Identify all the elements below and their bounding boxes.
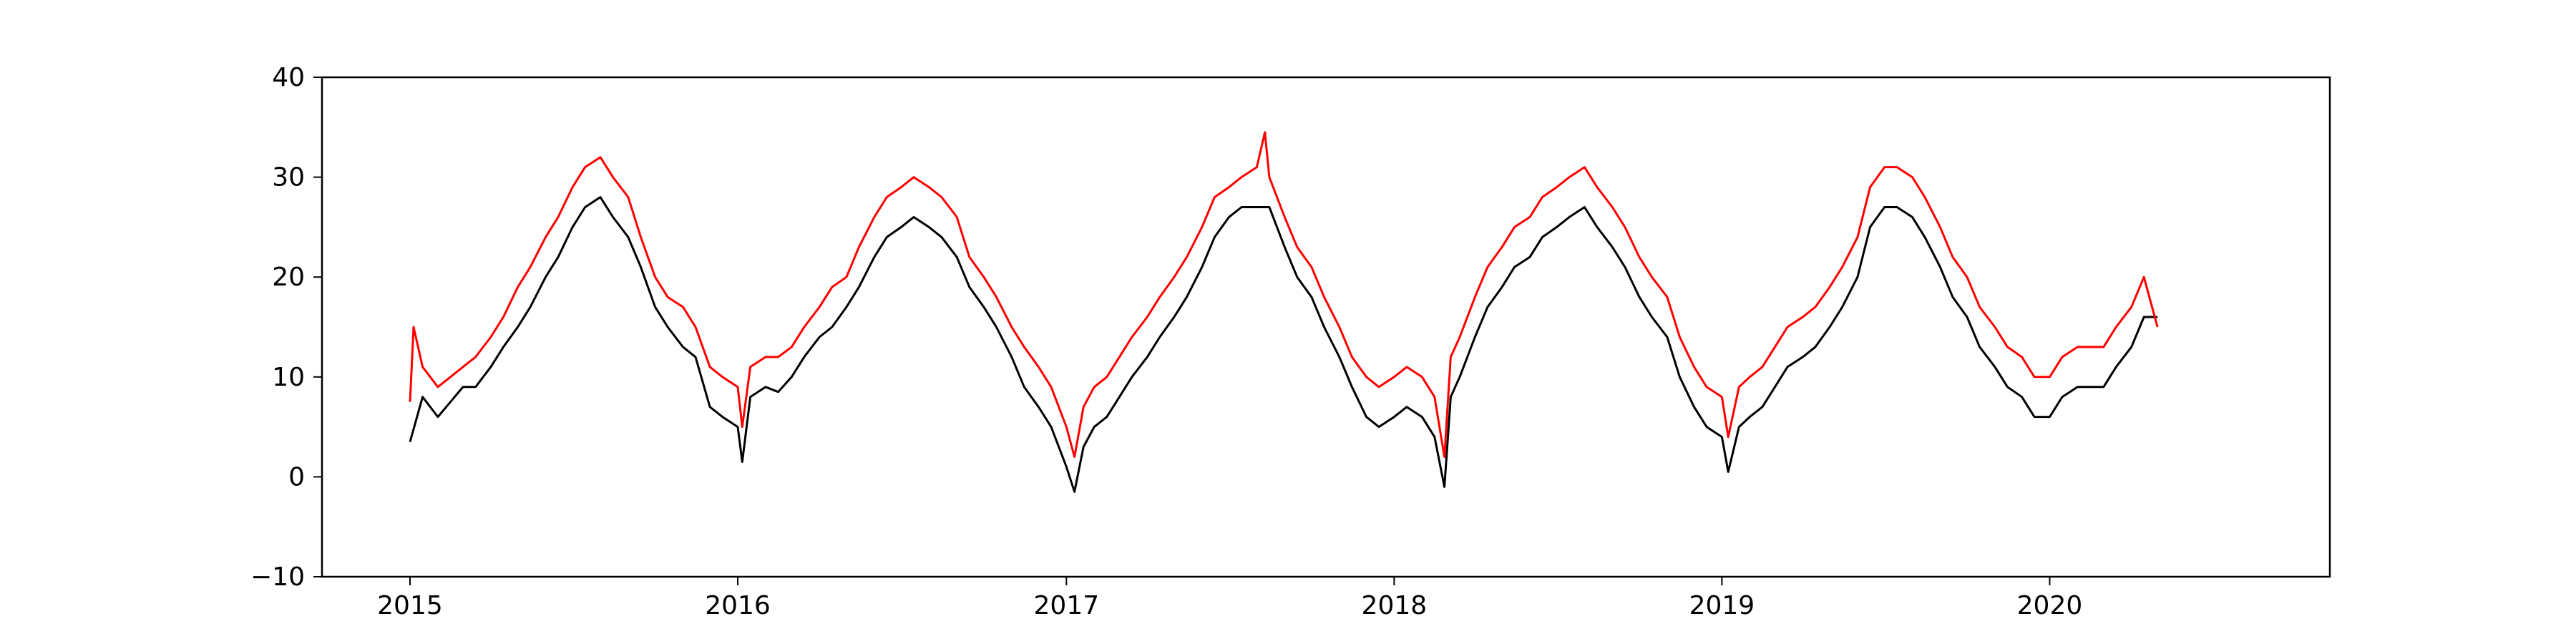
y-tick-label: 30 bbox=[272, 163, 305, 192]
y-tick-label: −10 bbox=[250, 562, 305, 592]
series-line-2 bbox=[409, 131, 2159, 458]
x-axis: 2015 2016 2017 2018 2019 2020 bbox=[377, 577, 2082, 620]
x-tick-label: 2016 bbox=[705, 591, 771, 620]
y-tick-label: 40 bbox=[272, 63, 305, 92]
y-tick-label: 0 bbox=[288, 462, 305, 492]
x-tick-label: 2019 bbox=[1689, 591, 1755, 620]
y-tick-label: 20 bbox=[272, 263, 305, 292]
x-tick-label: 2015 bbox=[377, 591, 443, 620]
plot-area-frame bbox=[321, 76, 2331, 578]
plot-series bbox=[409, 131, 2159, 493]
series-line-1 bbox=[409, 196, 2158, 493]
y-tick-label: 10 bbox=[272, 363, 305, 392]
y-axis: −10 0 10 20 30 40 bbox=[250, 63, 322, 592]
x-tick-label: 2017 bbox=[1034, 591, 1100, 620]
x-tick-label: 2020 bbox=[2017, 591, 2083, 620]
x-tick-label: 2018 bbox=[1362, 591, 1428, 620]
